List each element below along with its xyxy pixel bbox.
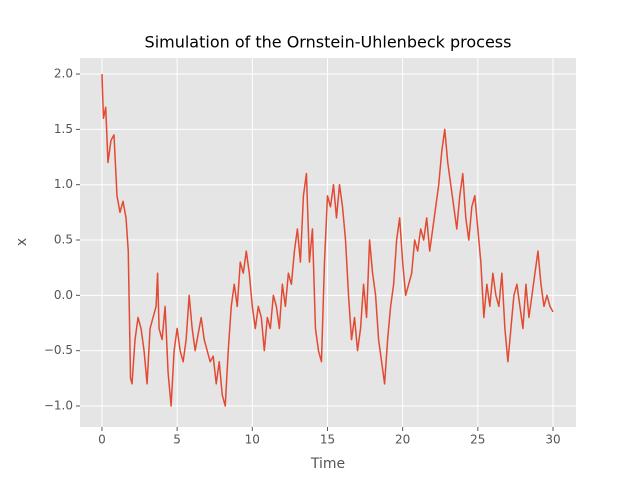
x-tick-label: 10 xyxy=(245,433,260,447)
y-tick-label: 0.0 xyxy=(54,288,73,302)
y-axis-label: x xyxy=(14,238,30,246)
y-tick-label: 2.0 xyxy=(54,67,73,81)
y-tick-label: −0.5 xyxy=(44,343,73,357)
x-tick-label: 30 xyxy=(545,433,560,447)
x-tick-label: 0 xyxy=(98,433,106,447)
y-tick-label: 1.5 xyxy=(54,122,73,136)
y-tick-label: 1.0 xyxy=(54,177,73,191)
x-tick-label: 15 xyxy=(320,433,335,447)
x-tick-label: 5 xyxy=(173,433,181,447)
y-tick-label: −1.0 xyxy=(44,398,73,412)
y-tick-label: 0.5 xyxy=(54,233,73,247)
x-tick-label: 25 xyxy=(470,433,485,447)
x-axis-label: Time xyxy=(310,456,345,472)
chart-title: Simulation of the Ornstein-Uhlenbeck pro… xyxy=(145,33,512,52)
x-tick-label: 20 xyxy=(395,433,410,447)
plot-area xyxy=(80,58,576,427)
line-series xyxy=(101,74,554,407)
